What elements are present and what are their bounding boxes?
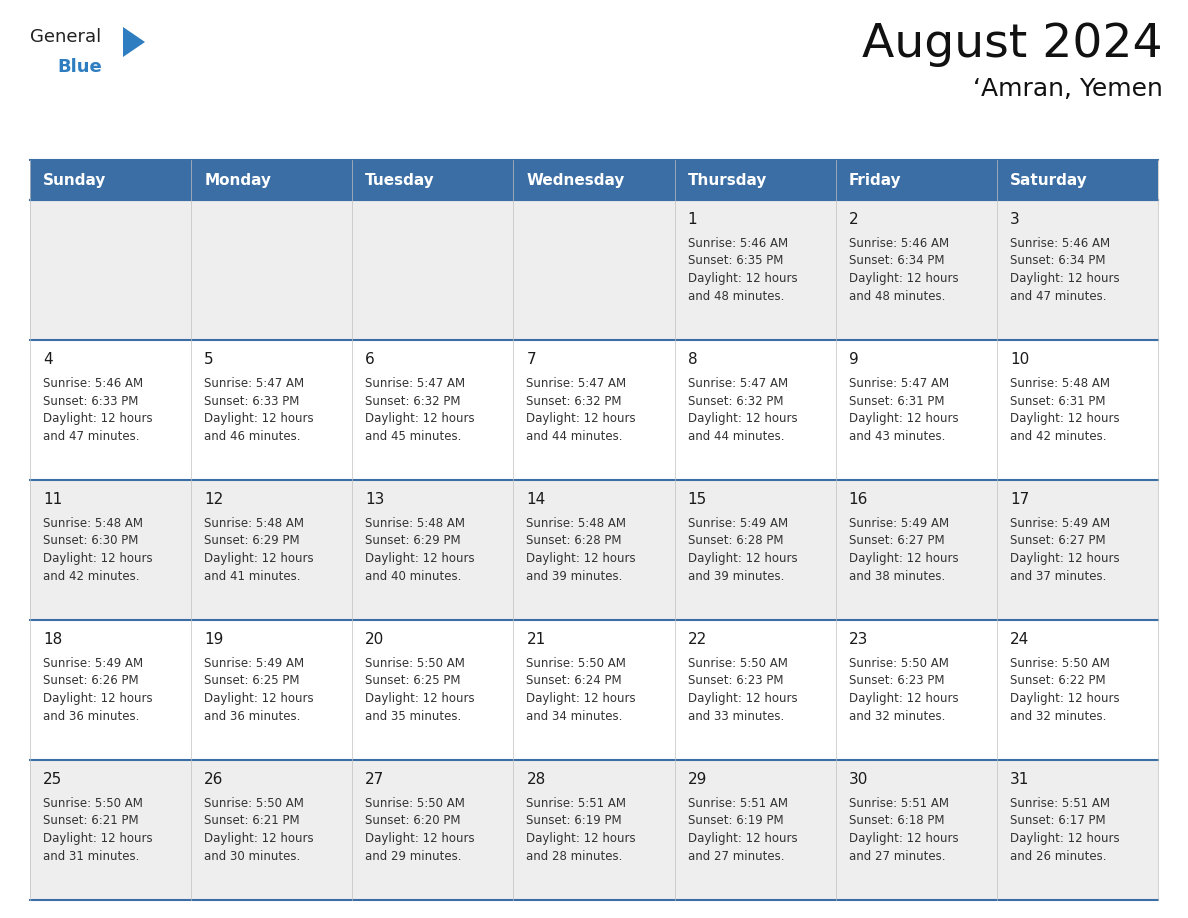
Text: Sunrise: 5:47 AM
Sunset: 6:31 PM
Daylight: 12 hours
and 43 minutes.: Sunrise: 5:47 AM Sunset: 6:31 PM Dayligh… [848, 377, 959, 442]
Text: 7: 7 [526, 352, 536, 367]
Text: Sunrise: 5:49 AM
Sunset: 6:27 PM
Daylight: 12 hours
and 37 minutes.: Sunrise: 5:49 AM Sunset: 6:27 PM Dayligh… [1010, 517, 1119, 583]
Text: 28: 28 [526, 772, 545, 787]
Text: 17: 17 [1010, 492, 1029, 507]
Bar [513, 160, 675, 200]
Text: 24: 24 [1010, 632, 1029, 647]
Bar [30, 200, 1158, 340]
Bar [30, 620, 1158, 760]
Text: Tuesday: Tuesday [365, 173, 435, 187]
Text: 9: 9 [848, 352, 859, 367]
Text: Wednesday: Wednesday [526, 173, 625, 187]
Text: Sunrise: 5:47 AM
Sunset: 6:32 PM
Daylight: 12 hours
and 45 minutes.: Sunrise: 5:47 AM Sunset: 6:32 PM Dayligh… [365, 377, 475, 442]
Text: Sunrise: 5:50 AM
Sunset: 6:23 PM
Daylight: 12 hours
and 33 minutes.: Sunrise: 5:50 AM Sunset: 6:23 PM Dayligh… [688, 657, 797, 722]
Text: Friday: Friday [848, 173, 902, 187]
Text: 13: 13 [365, 492, 385, 507]
Text: Sunrise: 5:46 AM
Sunset: 6:33 PM
Daylight: 12 hours
and 47 minutes.: Sunrise: 5:46 AM Sunset: 6:33 PM Dayligh… [43, 377, 152, 442]
Text: 2: 2 [848, 212, 859, 227]
Text: 25: 25 [43, 772, 62, 787]
Text: 30: 30 [848, 772, 868, 787]
Text: 31: 31 [1010, 772, 1029, 787]
Text: 23: 23 [848, 632, 868, 647]
Polygon shape [124, 27, 145, 57]
Text: Sunrise: 5:49 AM
Sunset: 6:28 PM
Daylight: 12 hours
and 39 minutes.: Sunrise: 5:49 AM Sunset: 6:28 PM Dayligh… [688, 517, 797, 583]
Text: Sunrise: 5:48 AM
Sunset: 6:29 PM
Daylight: 12 hours
and 41 minutes.: Sunrise: 5:48 AM Sunset: 6:29 PM Dayligh… [204, 517, 314, 583]
Text: Blue: Blue [57, 58, 102, 76]
Bar [835, 160, 997, 200]
Text: 10: 10 [1010, 352, 1029, 367]
Text: 29: 29 [688, 772, 707, 787]
Text: Sunrise: 5:51 AM
Sunset: 6:18 PM
Daylight: 12 hours
and 27 minutes.: Sunrise: 5:51 AM Sunset: 6:18 PM Dayligh… [848, 797, 959, 863]
Text: 12: 12 [204, 492, 223, 507]
Text: Sunrise: 5:49 AM
Sunset: 6:25 PM
Daylight: 12 hours
and 36 minutes.: Sunrise: 5:49 AM Sunset: 6:25 PM Dayligh… [204, 657, 314, 722]
Text: Sunday: Sunday [43, 173, 107, 187]
Text: Sunrise: 5:46 AM
Sunset: 6:35 PM
Daylight: 12 hours
and 48 minutes.: Sunrise: 5:46 AM Sunset: 6:35 PM Dayligh… [688, 237, 797, 303]
Text: General: General [30, 28, 101, 46]
Text: Sunrise: 5:49 AM
Sunset: 6:26 PM
Daylight: 12 hours
and 36 minutes.: Sunrise: 5:49 AM Sunset: 6:26 PM Dayligh… [43, 657, 152, 722]
Text: 4: 4 [43, 352, 52, 367]
Text: 22: 22 [688, 632, 707, 647]
Text: Sunrise: 5:50 AM
Sunset: 6:21 PM
Daylight: 12 hours
and 31 minutes.: Sunrise: 5:50 AM Sunset: 6:21 PM Dayligh… [43, 797, 152, 863]
Bar [191, 160, 353, 200]
Text: Sunrise: 5:51 AM
Sunset: 6:19 PM
Daylight: 12 hours
and 28 minutes.: Sunrise: 5:51 AM Sunset: 6:19 PM Dayligh… [526, 797, 636, 863]
Text: Saturday: Saturday [1010, 173, 1087, 187]
Bar [997, 160, 1158, 200]
Text: Sunrise: 5:50 AM
Sunset: 6:21 PM
Daylight: 12 hours
and 30 minutes.: Sunrise: 5:50 AM Sunset: 6:21 PM Dayligh… [204, 797, 314, 863]
Text: Sunrise: 5:51 AM
Sunset: 6:19 PM
Daylight: 12 hours
and 27 minutes.: Sunrise: 5:51 AM Sunset: 6:19 PM Dayligh… [688, 797, 797, 863]
Text: Sunrise: 5:48 AM
Sunset: 6:31 PM
Daylight: 12 hours
and 42 minutes.: Sunrise: 5:48 AM Sunset: 6:31 PM Dayligh… [1010, 377, 1119, 442]
Text: Monday: Monday [204, 173, 271, 187]
Text: 5: 5 [204, 352, 214, 367]
Text: 8: 8 [688, 352, 697, 367]
Bar [30, 480, 1158, 620]
Text: Thursday: Thursday [688, 173, 767, 187]
Bar [30, 340, 1158, 480]
Text: Sunrise: 5:47 AM
Sunset: 6:32 PM
Daylight: 12 hours
and 44 minutes.: Sunrise: 5:47 AM Sunset: 6:32 PM Dayligh… [526, 377, 636, 442]
Text: 14: 14 [526, 492, 545, 507]
Text: Sunrise: 5:46 AM
Sunset: 6:34 PM
Daylight: 12 hours
and 48 minutes.: Sunrise: 5:46 AM Sunset: 6:34 PM Dayligh… [848, 237, 959, 303]
Text: Sunrise: 5:50 AM
Sunset: 6:23 PM
Daylight: 12 hours
and 32 minutes.: Sunrise: 5:50 AM Sunset: 6:23 PM Dayligh… [848, 657, 959, 722]
Text: 18: 18 [43, 632, 62, 647]
Text: Sunrise: 5:50 AM
Sunset: 6:22 PM
Daylight: 12 hours
and 32 minutes.: Sunrise: 5:50 AM Sunset: 6:22 PM Dayligh… [1010, 657, 1119, 722]
Text: Sunrise: 5:51 AM
Sunset: 6:17 PM
Daylight: 12 hours
and 26 minutes.: Sunrise: 5:51 AM Sunset: 6:17 PM Dayligh… [1010, 797, 1119, 863]
Text: 15: 15 [688, 492, 707, 507]
Text: Sunrise: 5:48 AM
Sunset: 6:30 PM
Daylight: 12 hours
and 42 minutes.: Sunrise: 5:48 AM Sunset: 6:30 PM Dayligh… [43, 517, 152, 583]
Text: Sunrise: 5:47 AM
Sunset: 6:32 PM
Daylight: 12 hours
and 44 minutes.: Sunrise: 5:47 AM Sunset: 6:32 PM Dayligh… [688, 377, 797, 442]
Text: 19: 19 [204, 632, 223, 647]
Text: Sunrise: 5:50 AM
Sunset: 6:25 PM
Daylight: 12 hours
and 35 minutes.: Sunrise: 5:50 AM Sunset: 6:25 PM Dayligh… [365, 657, 475, 722]
Text: Sunrise: 5:50 AM
Sunset: 6:20 PM
Daylight: 12 hours
and 29 minutes.: Sunrise: 5:50 AM Sunset: 6:20 PM Dayligh… [365, 797, 475, 863]
Text: Sunrise: 5:48 AM
Sunset: 6:29 PM
Daylight: 12 hours
and 40 minutes.: Sunrise: 5:48 AM Sunset: 6:29 PM Dayligh… [365, 517, 475, 583]
Text: 6: 6 [365, 352, 375, 367]
Text: 26: 26 [204, 772, 223, 787]
Bar [675, 160, 835, 200]
Text: Sunrise: 5:47 AM
Sunset: 6:33 PM
Daylight: 12 hours
and 46 minutes.: Sunrise: 5:47 AM Sunset: 6:33 PM Dayligh… [204, 377, 314, 442]
Text: Sunrise: 5:49 AM
Sunset: 6:27 PM
Daylight: 12 hours
and 38 minutes.: Sunrise: 5:49 AM Sunset: 6:27 PM Dayligh… [848, 517, 959, 583]
Text: 1: 1 [688, 212, 697, 227]
Bar [30, 760, 1158, 900]
Bar [353, 160, 513, 200]
Text: 3: 3 [1010, 212, 1019, 227]
Bar [30, 160, 191, 200]
Text: Sunrise: 5:46 AM
Sunset: 6:34 PM
Daylight: 12 hours
and 47 minutes.: Sunrise: 5:46 AM Sunset: 6:34 PM Dayligh… [1010, 237, 1119, 303]
Text: 21: 21 [526, 632, 545, 647]
Text: ‘Amran, Yemen: ‘Amran, Yemen [973, 77, 1163, 101]
Text: 16: 16 [848, 492, 868, 507]
Text: 27: 27 [365, 772, 385, 787]
Text: 11: 11 [43, 492, 62, 507]
Text: August 2024: August 2024 [862, 22, 1163, 67]
Text: Sunrise: 5:48 AM
Sunset: 6:28 PM
Daylight: 12 hours
and 39 minutes.: Sunrise: 5:48 AM Sunset: 6:28 PM Dayligh… [526, 517, 636, 583]
Text: 20: 20 [365, 632, 385, 647]
Text: Sunrise: 5:50 AM
Sunset: 6:24 PM
Daylight: 12 hours
and 34 minutes.: Sunrise: 5:50 AM Sunset: 6:24 PM Dayligh… [526, 657, 636, 722]
